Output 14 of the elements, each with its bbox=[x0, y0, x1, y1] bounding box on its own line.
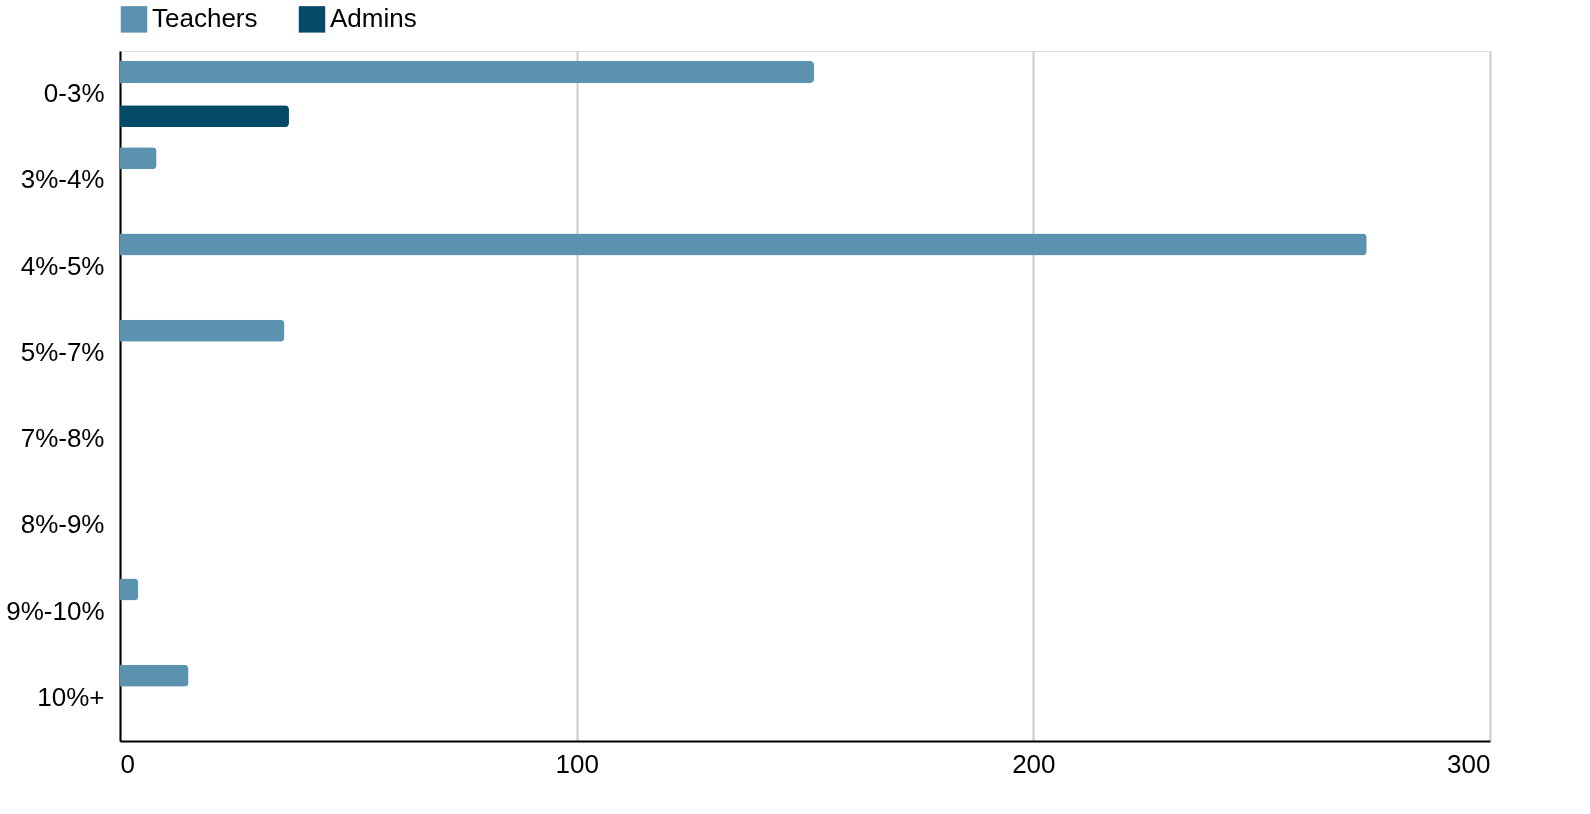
y-tick-label: 10%+ bbox=[37, 681, 105, 712]
x-tick-label: 100 bbox=[555, 748, 599, 779]
y-tick-label: 9%-10% bbox=[6, 595, 105, 626]
y-tick-label: 5%-7% bbox=[20, 336, 105, 367]
y-tick-label: 0-3% bbox=[43, 78, 105, 109]
y-tick-label: 3%-4% bbox=[20, 164, 105, 195]
y-tick-label: 4%-5% bbox=[20, 250, 105, 281]
x-tick-label: 0 bbox=[120, 748, 135, 779]
legend-label: Teachers bbox=[152, 3, 258, 34]
legend-label: Admins bbox=[330, 3, 417, 34]
y-tick-label: 8%-9% bbox=[20, 509, 105, 540]
x-tick-label: 200 bbox=[1012, 748, 1056, 779]
x-tick-label: 300 bbox=[1447, 748, 1491, 779]
y-tick-label: 7%-8% bbox=[20, 423, 105, 454]
